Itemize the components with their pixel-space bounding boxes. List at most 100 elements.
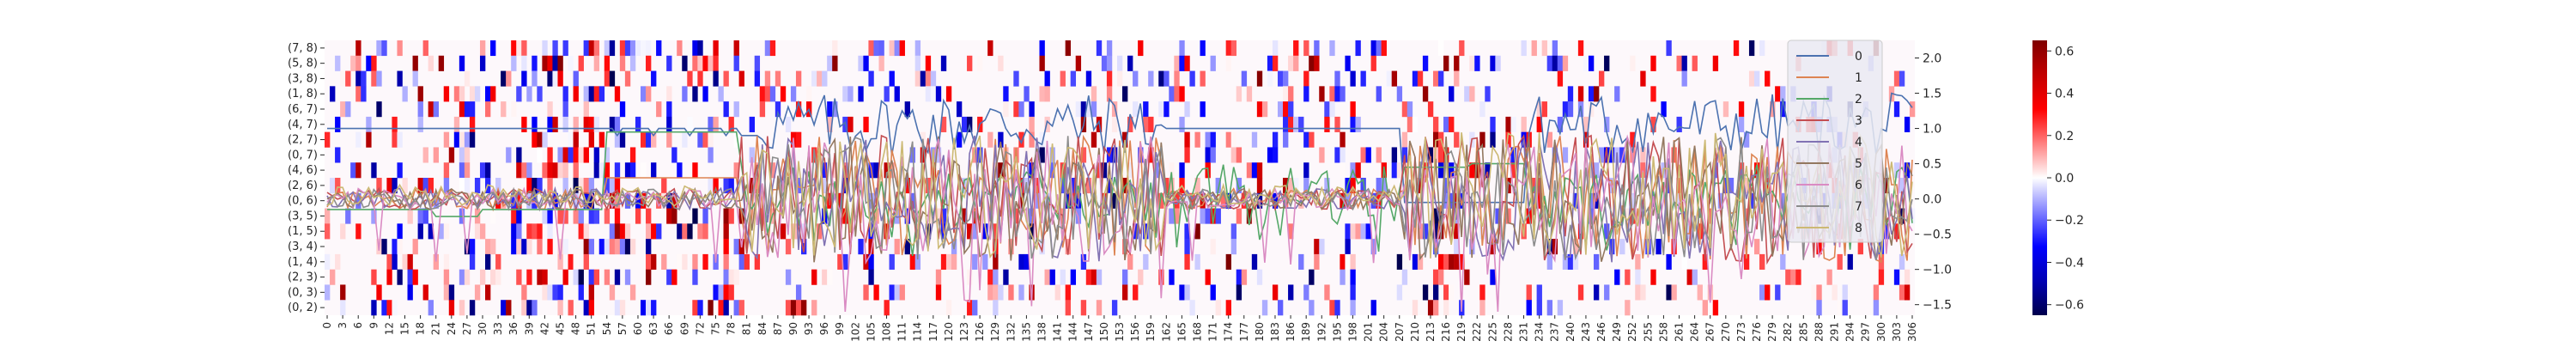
heatmap-cell (1091, 101, 1097, 118)
heatmap-cell (547, 162, 553, 179)
heatmap-cell (1148, 70, 1154, 87)
heatmap-cell (1277, 70, 1284, 87)
heatmap-cell (526, 269, 532, 285)
heatmap-cell (1785, 269, 1791, 285)
heatmap-cell (842, 86, 848, 102)
column-label: 156 (1129, 322, 1141, 342)
heatmap-cell (1174, 208, 1180, 224)
heatmap-cell (656, 223, 662, 240)
heatmap-cell (682, 131, 688, 148)
heatmap-cell (868, 40, 874, 57)
heatmap-cell (692, 253, 698, 270)
heatmap-cell (1552, 55, 1558, 71)
heatmap-cell (1111, 116, 1118, 132)
heatmap-cell (749, 147, 755, 163)
heatmap-cell (1256, 178, 1263, 194)
heatmap-cell (624, 223, 631, 240)
row-labels: (7, 8) (5, 8) (3, 8) (1, 8) (6, 7) (4, 7) (2, … (288, 42, 325, 314)
heatmap-cell (1003, 101, 1009, 118)
heatmap-cell (677, 162, 683, 179)
heatmap-cell (1200, 70, 1206, 87)
heatmap-cell (1438, 40, 1444, 57)
heatmap-cell (325, 223, 331, 240)
column-label: 12 (383, 322, 395, 335)
heatmap-cell (1816, 300, 1822, 316)
heatmap-cell (1324, 101, 1330, 118)
column-label: 36 (507, 322, 519, 335)
heatmap-cell (945, 86, 952, 102)
column-label: 30 (477, 322, 489, 335)
column-label: 219 (1455, 322, 1467, 342)
heatmap-cell (1748, 40, 1755, 57)
heatmap-cell (1225, 253, 1231, 270)
heatmap-cell (1432, 300, 1439, 316)
heatmap-cell (1169, 162, 1175, 179)
heatmap-cell (1096, 192, 1103, 209)
heatmap-cell (1288, 223, 1294, 240)
heatmap-cell (1340, 162, 1346, 179)
heatmap-cell (651, 300, 657, 316)
heatmap-cell (967, 300, 973, 316)
column-label: 63 (647, 322, 659, 335)
heatmap-cell (1552, 239, 1558, 255)
heatmap-cell (1303, 70, 1309, 87)
heatmap-cell (671, 208, 677, 224)
heatmap-cell (573, 208, 579, 224)
heatmap-cell (697, 70, 703, 87)
heatmap-cell (754, 253, 761, 270)
heatmap-cell (614, 116, 621, 132)
heatmap-cell (1593, 86, 1600, 102)
heatmap-cell (1432, 208, 1439, 224)
heatmap-cell (972, 300, 978, 316)
heatmap-cell (940, 253, 947, 270)
heatmap-cell (547, 178, 553, 194)
heatmap-cell (547, 101, 553, 118)
heatmap-cell (609, 178, 616, 194)
heatmap-cell (355, 55, 361, 71)
heatmap-cell (557, 300, 563, 316)
heatmap-cell (438, 223, 445, 240)
heatmap-cell (1288, 86, 1294, 102)
column-label: 123 (958, 322, 970, 342)
heatmap-cell (1251, 162, 1258, 179)
column-label: 33 (492, 322, 504, 335)
heatmap-cell (1018, 178, 1024, 194)
heatmap-cell (713, 178, 719, 194)
heatmap-cell (827, 55, 833, 71)
heatmap-cell (795, 300, 802, 316)
heatmap-cell (1748, 192, 1755, 209)
heatmap-cell (506, 147, 512, 163)
heatmap-cell (728, 116, 734, 132)
heatmap-cell (604, 269, 611, 285)
heatmap-cell (1873, 300, 1880, 316)
heatmap-cell (501, 70, 507, 87)
heatmap-cell (1272, 192, 1279, 209)
column-label: 120 (943, 322, 955, 342)
heatmap-cell (422, 284, 428, 301)
right-axis-tick-label: 1.5 (1923, 88, 1941, 101)
heatmap-cell (1277, 300, 1284, 316)
heatmap-cell (646, 253, 652, 270)
heatmap-cell (562, 269, 568, 285)
row-label: (3, 5) (288, 210, 318, 222)
heatmap-cell (1080, 101, 1087, 118)
heatmap-cell (547, 116, 553, 132)
heatmap-cell (708, 147, 714, 163)
heatmap-cell (1505, 116, 1511, 132)
heatmap-cell (479, 40, 486, 57)
heatmap-cell (1640, 284, 1646, 301)
heatmap-cell (335, 178, 341, 194)
heatmap-cell (1640, 239, 1646, 255)
heatmap-cell (1360, 70, 1366, 87)
heatmap-cell (1303, 284, 1309, 301)
heatmap-cell (1770, 101, 1776, 118)
heatmap-cell (521, 116, 527, 132)
heatmap-cell (355, 70, 361, 87)
heatmap-cell (651, 223, 657, 240)
column-label: 153 (1114, 322, 1126, 342)
heatmap-cell (552, 40, 558, 57)
heatmap-cell (640, 40, 647, 57)
heatmap-cell (1381, 40, 1387, 57)
heatmap-cell (1350, 101, 1356, 118)
heatmap-cell (459, 131, 465, 148)
